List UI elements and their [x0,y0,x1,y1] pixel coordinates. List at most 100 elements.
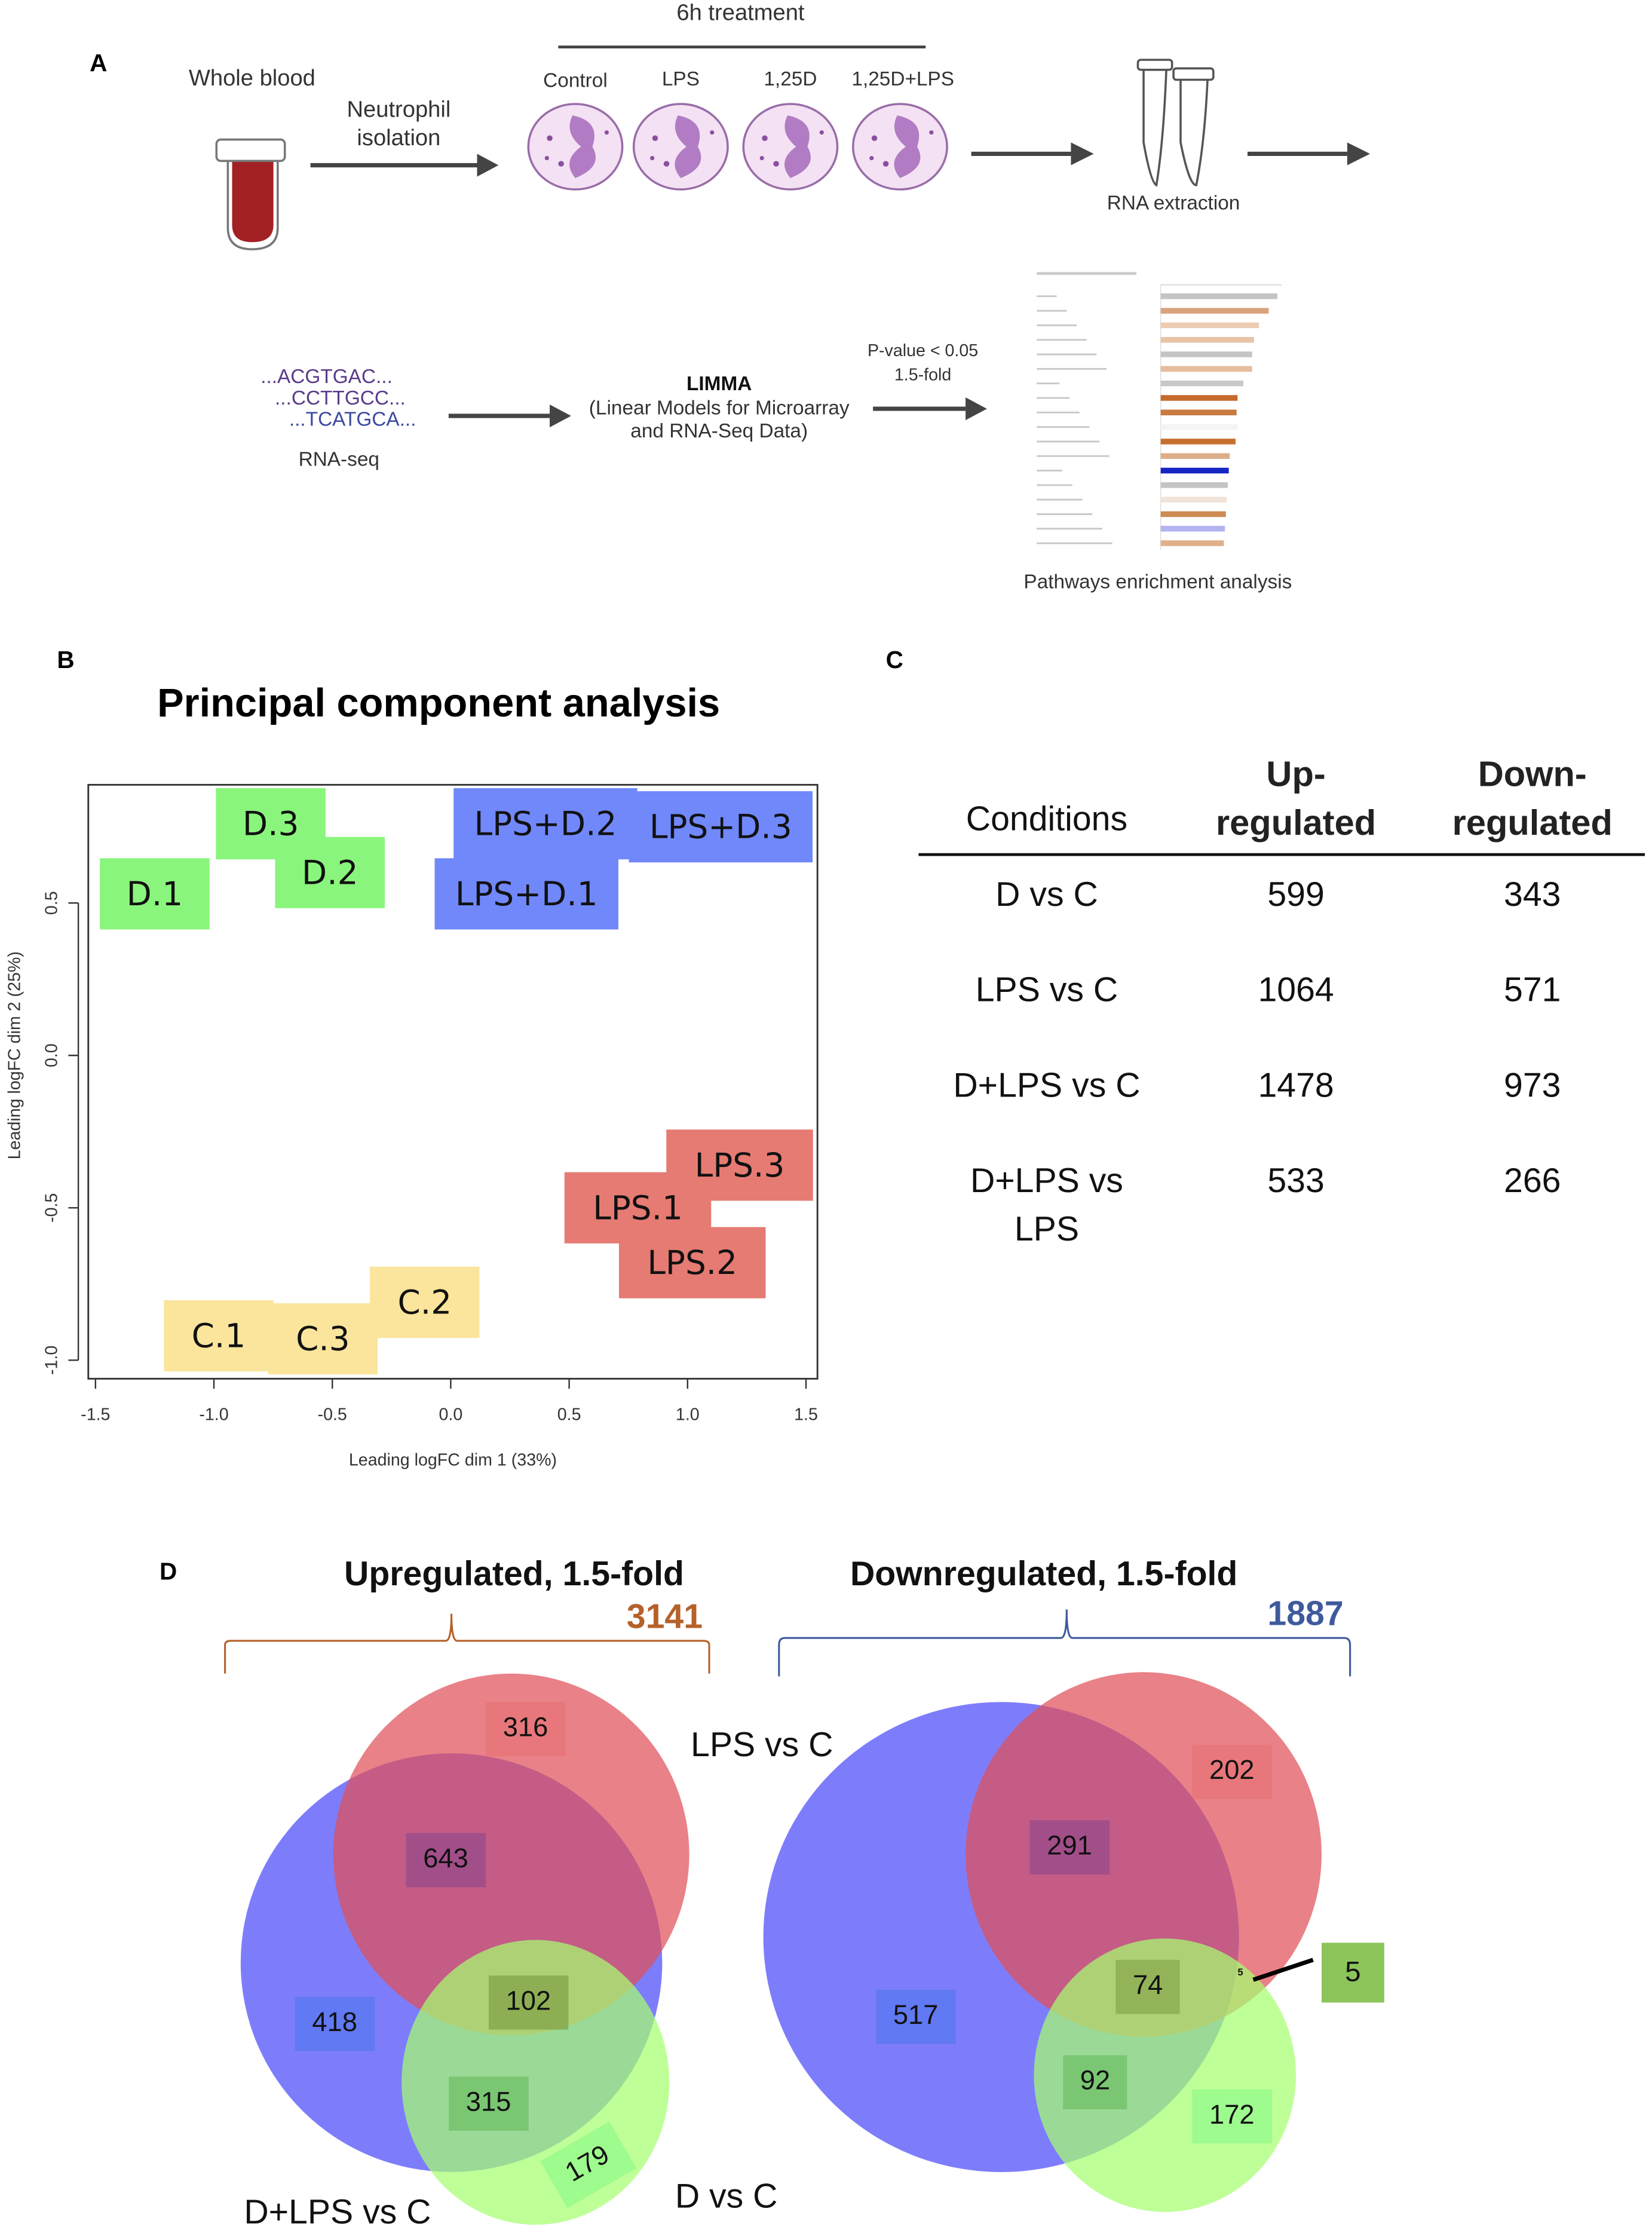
pca-point-label: D.2 [302,853,358,892]
rna-tube-icons [1136,59,1215,187]
panel-b-letter: B [57,647,75,674]
down-dlps-d-count: 92 [1063,2055,1127,2110]
neutrophil-isolation-label: Neutrophil isolation [347,97,450,154]
pca-point-label: LPS.3 [695,1146,785,1184]
up-lps-only-count: 316 [486,1702,565,1756]
label-dlps-vs-c: D+LPS vs C [244,2193,431,2232]
pathway-label-placeholder [1037,411,1080,413]
x-tick-label: 0.0 [439,1405,463,1424]
row-upregulated: 1478 [1258,1067,1334,1105]
pathway-label-placeholder [1037,528,1102,530]
pathway-bar [1160,380,1244,387]
pca-point-box [164,1300,274,1372]
pca-point-label: D.3 [243,805,299,843]
pca-point-box [618,1227,766,1298]
pathway-label-placeholder [1037,470,1063,471]
pca-point-label: LPS.1 [593,1189,683,1227]
panel-d-letter: D [159,1558,177,1585]
pathway-enrichment-thumbnail [1031,268,1282,550]
pca-point-label: D.1 [127,875,183,913]
pca-point-box [100,858,210,930]
pca-point-label: C.3 [296,1320,350,1358]
header-conditions: Conditions [966,800,1128,839]
pathway-label-placeholder [1037,382,1060,385]
limma-desc-2: and RNA-Seq Data) [630,418,808,442]
y-tick-label: -0.5 [42,1193,61,1223]
down-lps-d-small-count: 5 [1237,1968,1243,1978]
header-upregulated: Up-regulated [1216,751,1376,847]
pathway-label-placeholder [1037,455,1109,457]
downregulated-total: 1887 [1267,1595,1344,1634]
pathway-label-placeholder [1037,440,1100,443]
pathway-label-placeholder [1037,367,1107,370]
pca-point-label: LPS+D.1 [455,875,598,913]
row-upregulated: 1064 [1258,971,1334,1010]
condition-line: LPS vs C [975,971,1118,1010]
pathway-label-placeholder [1037,542,1112,544]
limma-description: (Linear Models for Microarray and RNA-Seq… [589,396,850,442]
rna-seq-label: RNA-seq [298,447,379,470]
x-tick-label: 1.0 [676,1405,700,1424]
row-downregulated: 973 [1504,1067,1561,1105]
row-upregulated: 599 [1267,875,1325,915]
pathway-bar [1160,336,1254,343]
y-tick-label: 0.5 [42,891,61,915]
row-upregulated: 533 [1267,1162,1325,1201]
x-tick-label: -1.0 [199,1405,228,1424]
down-d-only-count: 172 [1192,2089,1272,2144]
pathway-label-placeholder [1037,353,1097,356]
panel-a-letter: A [90,50,108,77]
row-condition: D vs C [995,872,1098,920]
label-lps-vs-c: LPS vs C [691,1726,833,1765]
condition-line: D+LPS vs [970,1162,1123,1201]
pathway-bar [1160,351,1252,357]
venn-up [240,1673,689,2225]
pca-point-label: C.1 [192,1317,246,1355]
limma-desc-1: (Linear Models for Microarray [589,396,850,419]
row-downregulated: 266 [1504,1162,1561,1201]
up-dlps-only-count: 418 [295,1996,375,2051]
y-tick-label: 0.0 [42,1043,61,1067]
up-lps-dlps-count: 643 [406,1833,486,1888]
pathway-bar [1160,308,1269,314]
rna-extraction-label: RNA extraction [1107,191,1240,214]
pca-point-box [275,837,385,908]
upregulated-brace [224,1613,710,1674]
header-up-2: regulated [1215,803,1377,844]
x-tick-label: -0.5 [318,1405,347,1424]
pathway-bar [1160,439,1236,445]
sequence-2: ...CCTTGCC... [275,385,406,409]
downregulated-title: Downregulated, 1.5-fold [850,1555,1238,1594]
pathway-bar [1160,511,1226,517]
pvalue-threshold: P-value < 0.05 [867,340,979,361]
downregulated-brace [778,1609,1351,1677]
panel-a-graphics [215,45,1371,550]
pathway-label-placeholder [1037,295,1057,298]
pathway-bar [1160,467,1229,474]
pathways-label: Pathways enrichment analysis [1023,569,1292,593]
isolation-line-2: isolation [357,127,441,151]
pathway-bar [1160,526,1225,532]
down-lps-only-count: 202 [1192,1744,1272,1799]
down-lps-d-callout: 5 [1321,1943,1384,2003]
pathway-label-placeholder [1037,339,1087,341]
pathway-bar [1160,453,1230,459]
treatment-125d-lps: 1,25D+LPS [851,67,955,90]
filter-criteria: P-value < 0.05 1.5-fold [868,339,978,387]
row-condition: LPS vs C [976,967,1118,1015]
pca-point-box [434,858,618,930]
pathway-bar [1160,293,1278,299]
table-header-rule [918,853,1645,856]
pathway-bar [1160,366,1252,372]
limma-title: LIMMA [686,372,752,395]
pathway-bar [1160,322,1259,329]
sequence-reads: ...ACGTGAC... ...CCTTGCC... ...TCATGCA..… [260,365,416,430]
label-d-vs-c: D vs C [675,2177,778,2216]
row-downregulated: 343 [1504,875,1561,915]
pathway-bar [1160,424,1238,430]
callout-line [1252,1958,1314,1982]
pathway-bar [1160,482,1228,488]
up-dlps-d-count: 315 [449,2076,528,2131]
header-downregulated: Down-regulated [1452,751,1613,847]
